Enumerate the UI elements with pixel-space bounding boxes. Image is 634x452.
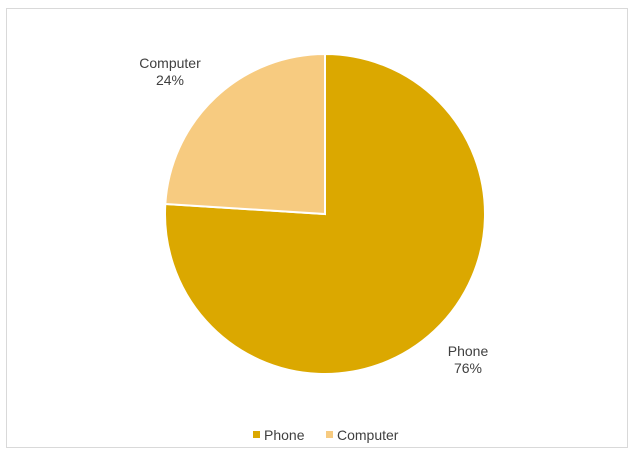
legend-swatch-phone xyxy=(253,431,260,438)
slice-label-phone: Phone xyxy=(448,343,489,359)
legend-label-phone: Phone xyxy=(264,427,305,443)
legend-item-phone[interactable]: Phone xyxy=(253,427,305,443)
slice-label-computer: Computer xyxy=(139,55,201,71)
pie-slices xyxy=(164,52,486,375)
slice-value-phone: 76% xyxy=(454,360,482,376)
pie-slice-computer[interactable] xyxy=(164,52,326,216)
legend-label-computer: Computer xyxy=(337,427,399,443)
slice-value-computer: 24% xyxy=(156,72,184,88)
legend: Phone Computer xyxy=(253,427,399,443)
legend-swatch-computer xyxy=(326,431,333,438)
legend-item-computer[interactable]: Computer xyxy=(326,427,399,443)
